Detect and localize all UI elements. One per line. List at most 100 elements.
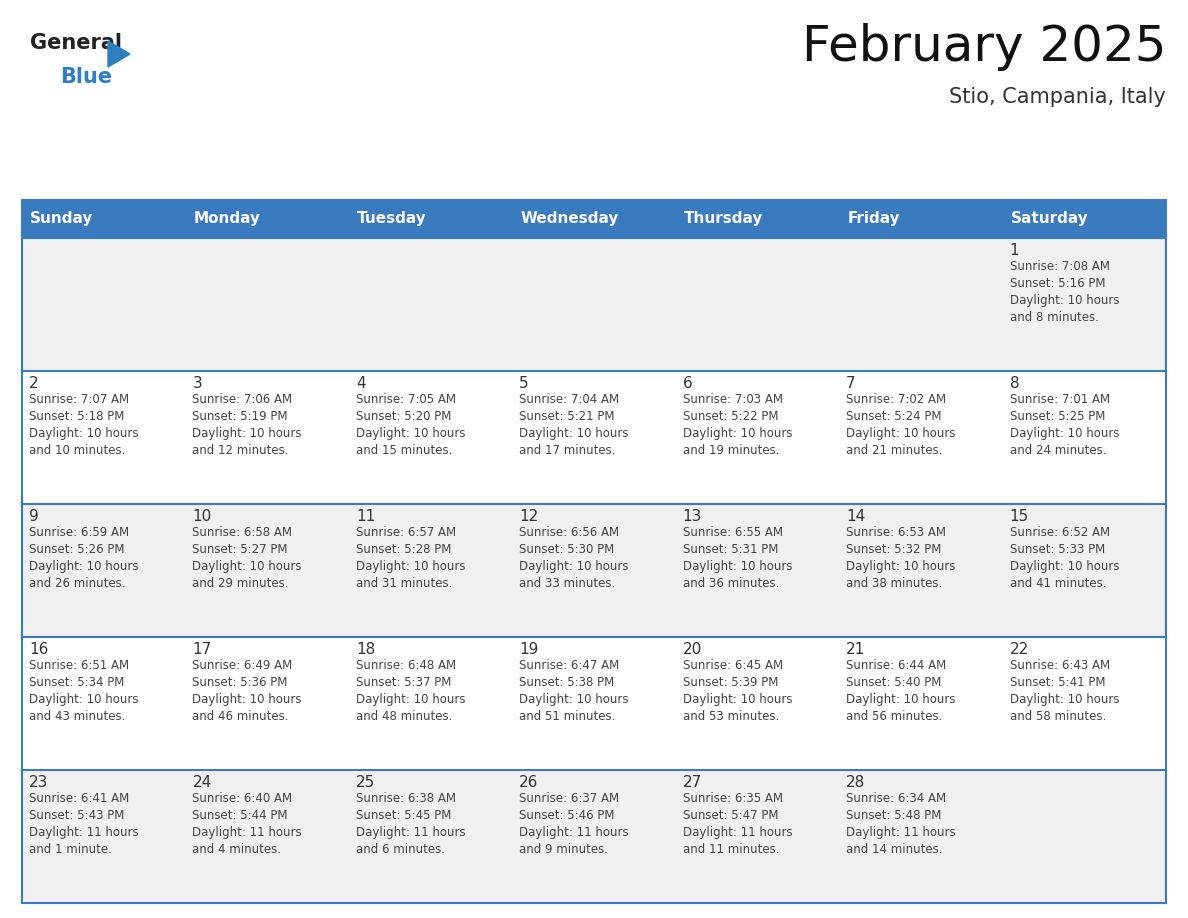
Text: Daylight: 11 hours: Daylight: 11 hours <box>192 826 302 839</box>
Text: Sunset: 5:43 PM: Sunset: 5:43 PM <box>29 809 125 822</box>
Text: and 21 minutes.: and 21 minutes. <box>846 444 942 457</box>
Text: 3: 3 <box>192 376 202 391</box>
Text: Daylight: 10 hours: Daylight: 10 hours <box>1010 693 1119 706</box>
Text: and 14 minutes.: and 14 minutes. <box>846 843 942 856</box>
Text: Daylight: 10 hours: Daylight: 10 hours <box>29 693 139 706</box>
Text: Sunset: 5:27 PM: Sunset: 5:27 PM <box>192 543 287 556</box>
Text: Sunset: 5:47 PM: Sunset: 5:47 PM <box>683 809 778 822</box>
Text: Monday: Monday <box>194 211 260 227</box>
Text: Daylight: 10 hours: Daylight: 10 hours <box>356 693 466 706</box>
Text: Daylight: 11 hours: Daylight: 11 hours <box>519 826 628 839</box>
Text: Sunset: 5:18 PM: Sunset: 5:18 PM <box>29 410 125 423</box>
Text: 10: 10 <box>192 509 211 524</box>
Text: Daylight: 10 hours: Daylight: 10 hours <box>846 427 955 440</box>
Text: Sunrise: 6:58 AM: Sunrise: 6:58 AM <box>192 526 292 539</box>
Bar <box>23 371 185 504</box>
Text: Daylight: 11 hours: Daylight: 11 hours <box>356 826 466 839</box>
Bar <box>1003 238 1165 371</box>
Text: 2: 2 <box>29 376 39 391</box>
Text: Sunset: 5:32 PM: Sunset: 5:32 PM <box>846 543 942 556</box>
Text: and 43 minutes.: and 43 minutes. <box>29 710 126 723</box>
Text: Sunset: 5:25 PM: Sunset: 5:25 PM <box>1010 410 1105 423</box>
Bar <box>1003 770 1165 903</box>
Text: 6: 6 <box>683 376 693 391</box>
Bar <box>349 200 512 238</box>
Text: Sunset: 5:48 PM: Sunset: 5:48 PM <box>846 809 942 822</box>
Bar <box>185 770 349 903</box>
Text: Sunset: 5:37 PM: Sunset: 5:37 PM <box>356 676 451 689</box>
Text: Daylight: 11 hours: Daylight: 11 hours <box>29 826 139 839</box>
Text: Sunrise: 6:59 AM: Sunrise: 6:59 AM <box>29 526 129 539</box>
Text: Wednesday: Wednesday <box>520 211 619 227</box>
Text: Sunset: 5:41 PM: Sunset: 5:41 PM <box>1010 676 1105 689</box>
Bar <box>676 238 839 371</box>
Text: and 26 minutes.: and 26 minutes. <box>29 577 126 590</box>
Text: Daylight: 10 hours: Daylight: 10 hours <box>683 427 792 440</box>
Text: 20: 20 <box>683 642 702 657</box>
Bar <box>185 200 349 238</box>
Text: and 31 minutes.: and 31 minutes. <box>356 577 453 590</box>
Text: Sunrise: 6:47 AM: Sunrise: 6:47 AM <box>519 659 619 672</box>
Bar <box>23 238 185 371</box>
Text: Sunrise: 6:53 AM: Sunrise: 6:53 AM <box>846 526 946 539</box>
Text: Sunset: 5:16 PM: Sunset: 5:16 PM <box>1010 277 1105 290</box>
Text: and 8 minutes.: and 8 minutes. <box>1010 311 1099 324</box>
Bar <box>676 770 839 903</box>
Text: Sunrise: 7:08 AM: Sunrise: 7:08 AM <box>1010 260 1110 273</box>
Text: General: General <box>30 33 122 53</box>
Text: Daylight: 10 hours: Daylight: 10 hours <box>192 693 302 706</box>
Text: Sunrise: 6:37 AM: Sunrise: 6:37 AM <box>519 792 619 805</box>
Bar <box>23 637 185 770</box>
Text: Sunrise: 6:52 AM: Sunrise: 6:52 AM <box>1010 526 1110 539</box>
Text: Sunset: 5:40 PM: Sunset: 5:40 PM <box>846 676 942 689</box>
Bar <box>185 637 349 770</box>
Text: Tuesday: Tuesday <box>356 211 426 227</box>
Text: and 17 minutes.: and 17 minutes. <box>519 444 615 457</box>
Text: and 36 minutes.: and 36 minutes. <box>683 577 779 590</box>
Bar <box>349 371 512 504</box>
Text: and 12 minutes.: and 12 minutes. <box>192 444 289 457</box>
Text: 22: 22 <box>1010 642 1029 657</box>
Text: Sunset: 5:38 PM: Sunset: 5:38 PM <box>519 676 614 689</box>
Bar <box>839 238 1003 371</box>
Text: and 1 minute.: and 1 minute. <box>29 843 112 856</box>
Text: Daylight: 10 hours: Daylight: 10 hours <box>1010 560 1119 573</box>
Text: Sunrise: 7:02 AM: Sunrise: 7:02 AM <box>846 393 947 406</box>
Text: and 46 minutes.: and 46 minutes. <box>192 710 289 723</box>
Text: and 15 minutes.: and 15 minutes. <box>356 444 453 457</box>
Bar <box>185 371 349 504</box>
Text: and 33 minutes.: and 33 minutes. <box>519 577 615 590</box>
Text: Sunrise: 6:34 AM: Sunrise: 6:34 AM <box>846 792 947 805</box>
Text: 13: 13 <box>683 509 702 524</box>
Text: Blue: Blue <box>61 67 112 87</box>
Text: Thursday: Thursday <box>684 211 763 227</box>
Bar <box>1003 504 1165 637</box>
Text: 15: 15 <box>1010 509 1029 524</box>
Text: Saturday: Saturday <box>1011 211 1088 227</box>
Text: Friday: Friday <box>847 211 899 227</box>
Text: and 29 minutes.: and 29 minutes. <box>192 577 289 590</box>
Text: 9: 9 <box>29 509 39 524</box>
Text: Stio, Campania, Italy: Stio, Campania, Italy <box>949 87 1165 107</box>
Bar <box>839 504 1003 637</box>
Text: and 53 minutes.: and 53 minutes. <box>683 710 779 723</box>
Text: and 58 minutes.: and 58 minutes. <box>1010 710 1106 723</box>
Text: Daylight: 10 hours: Daylight: 10 hours <box>846 560 955 573</box>
Text: 7: 7 <box>846 376 855 391</box>
Bar <box>839 200 1003 238</box>
Text: 17: 17 <box>192 642 211 657</box>
Bar <box>23 504 185 637</box>
Text: Sunset: 5:28 PM: Sunset: 5:28 PM <box>356 543 451 556</box>
Bar <box>1003 637 1165 770</box>
Text: Sunset: 5:19 PM: Sunset: 5:19 PM <box>192 410 287 423</box>
Bar <box>23 770 185 903</box>
Text: 28: 28 <box>846 775 865 790</box>
Text: Sunset: 5:31 PM: Sunset: 5:31 PM <box>683 543 778 556</box>
Text: Sunrise: 6:38 AM: Sunrise: 6:38 AM <box>356 792 456 805</box>
Text: and 19 minutes.: and 19 minutes. <box>683 444 779 457</box>
Bar <box>512 238 676 371</box>
Text: Daylight: 11 hours: Daylight: 11 hours <box>683 826 792 839</box>
Text: Sunrise: 6:57 AM: Sunrise: 6:57 AM <box>356 526 456 539</box>
Text: Sunset: 5:33 PM: Sunset: 5:33 PM <box>1010 543 1105 556</box>
Text: Daylight: 10 hours: Daylight: 10 hours <box>846 693 955 706</box>
